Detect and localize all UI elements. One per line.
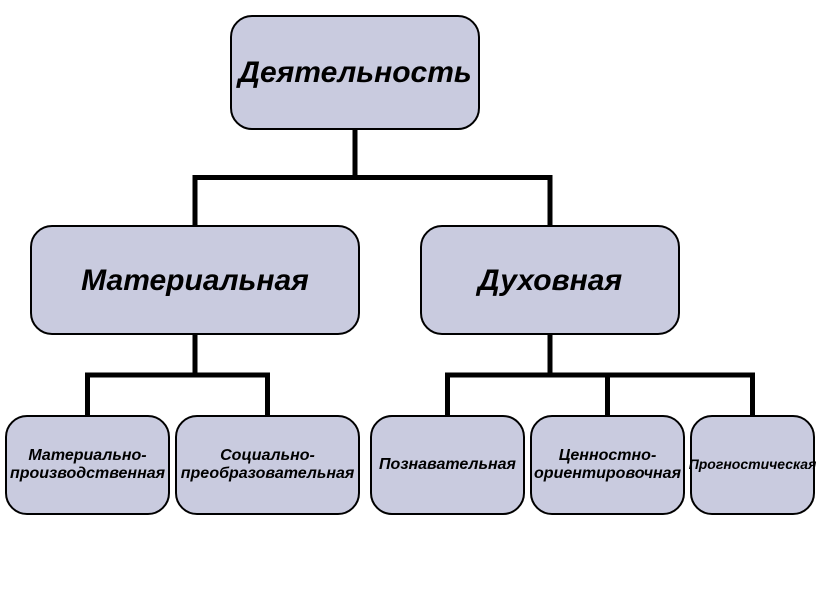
node-leaf5: Прогностическая: [690, 415, 815, 515]
node-label: Духовная: [478, 264, 622, 297]
node-spir: Духовная: [420, 225, 680, 335]
node-label: Деятельность: [238, 56, 471, 89]
node-label: Материальная: [81, 264, 309, 297]
node-label: Материально-производственная: [10, 447, 165, 482]
node-mat: Материальная: [30, 225, 360, 335]
node-label: Прогностическая: [689, 457, 816, 472]
node-leaf1: Материально-производственная: [5, 415, 170, 515]
node-leaf3: Познавательная: [370, 415, 525, 515]
node-label: Социально-преобразовательная: [181, 447, 355, 482]
node-label: Ценностно-ориентировочная: [534, 447, 681, 482]
node-root: Деятельность: [230, 15, 480, 130]
node-leaf2: Социально-преобразовательная: [175, 415, 360, 515]
node-leaf4: Ценностно-ориентировочная: [530, 415, 685, 515]
diagram-canvas: Деятельность Материальная Духовная Матер…: [0, 0, 816, 613]
node-label: Познавательная: [379, 456, 516, 474]
